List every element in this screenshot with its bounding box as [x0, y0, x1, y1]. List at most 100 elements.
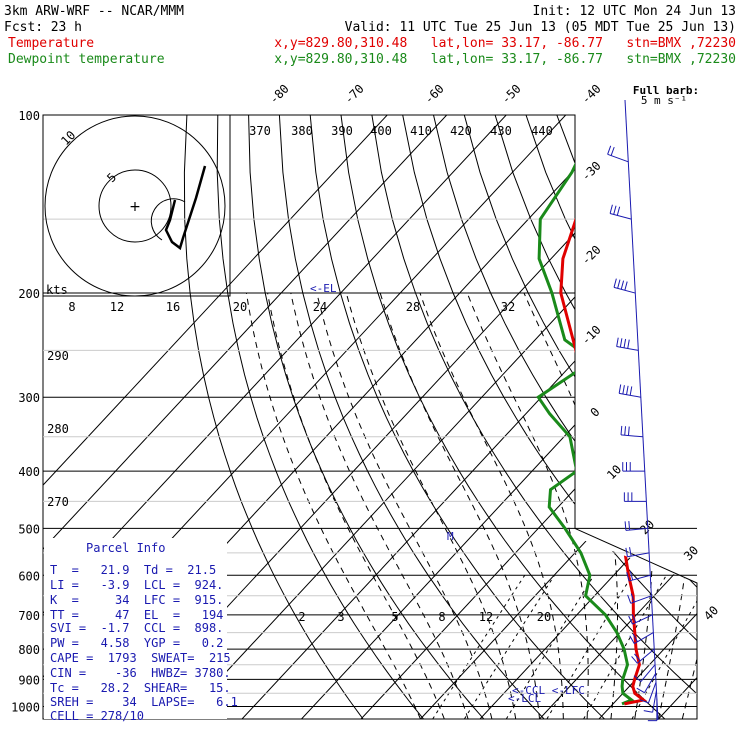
pressure-tick-label: 100 — [18, 109, 40, 123]
wind-barb — [624, 521, 648, 531]
wind-barb-staff — [620, 434, 643, 438]
isotherm-label: -70 — [342, 82, 367, 107]
parcel-info-row: LI = -3.9 LCL = 924. — [50, 578, 223, 592]
wind-barb-flag — [609, 204, 613, 214]
dry-adiabat — [587, 115, 697, 719]
speed-tick: 32 — [501, 300, 515, 314]
wind-barb — [626, 571, 651, 582]
wind-barb — [607, 145, 629, 163]
mixing-ratio-label: 12 — [479, 610, 493, 624]
wind-barb-staff — [640, 664, 656, 682]
mixing-ratio-label: 8 — [438, 610, 445, 624]
wind-barb-flag — [616, 206, 621, 216]
speed-tick: 28 — [406, 300, 420, 314]
temperature-legend-label: Temperature — [8, 36, 94, 51]
moist-adiabat — [345, 292, 517, 719]
plot-frame — [42, 114, 698, 720]
theta-label: 410 — [410, 124, 432, 138]
wind-barb-flag — [639, 699, 649, 704]
mixing-ratio-line — [463, 575, 555, 719]
wind-barb-flag — [626, 385, 629, 395]
parcel-info-row: CIN = -36 HWBZ= 3780. — [50, 666, 231, 680]
isotherm-line — [43, 115, 507, 719]
hodograph-speed-axis: 8 12 16 20 24 28 32 — [68, 300, 515, 314]
wind-barb-flag — [613, 205, 617, 215]
moist-adiabat — [267, 292, 445, 719]
isotherm-label: 40 — [701, 603, 721, 623]
wind-barb — [620, 425, 643, 438]
moist-adiabats — [245, 292, 697, 719]
wind-barb-flag — [620, 425, 623, 435]
parcel-info-box: Parcel Info T = 21.9 Td = 21.5 LI = -3.9… — [44, 538, 238, 723]
barb-staff-line — [624, 99, 659, 721]
wind-barb-flag — [631, 656, 638, 664]
dry-adiabat — [278, 115, 545, 719]
wind-barb — [622, 462, 645, 472]
wind-barb-flag — [632, 633, 638, 642]
wind-barb-flag — [634, 653, 641, 662]
forecast-label: Fcst: — [4, 20, 43, 35]
mixing-ratio-label: 2 — [298, 610, 305, 624]
wind-barb-staff — [644, 673, 656, 693]
dewpoint-profile — [536, 115, 635, 706]
isotherm-line — [241, 115, 697, 719]
wind-barb-staff — [652, 690, 657, 713]
parcel-info-title: Parcel Info — [86, 541, 165, 555]
theta-label: 380 — [291, 124, 313, 138]
parcel-info-row: SVI = -1.7 CCL = 898. — [50, 621, 223, 635]
parcel-info-row: CELL = 278/10 — [50, 709, 144, 723]
wind-barb — [627, 593, 652, 604]
mixing-ratio-label: 20 — [537, 610, 551, 624]
wind-barb — [629, 632, 654, 645]
pressure-tick-label: 600 — [18, 569, 40, 583]
theta-label: 440 — [531, 124, 553, 138]
isotherm-line — [658, 115, 697, 719]
pressure-tick-label: 800 — [18, 643, 40, 657]
isotherm-line — [43, 115, 448, 719]
wind-barb-flag — [627, 339, 630, 349]
wind-barb — [636, 673, 656, 694]
moist-adiabat — [316, 292, 493, 719]
wind-barb-flag — [629, 571, 634, 581]
wind-barb — [618, 384, 641, 398]
model-title: 3km ARW-WRF -- NCAR/MMM — [4, 4, 184, 19]
temperature-legend-info: x,y=829.80,310.48 lat,lon= 33.17, -86.77… — [274, 36, 736, 51]
isotherm-line — [539, 115, 697, 719]
wind-barb — [633, 664, 656, 682]
dry-adiabat — [711, 115, 740, 719]
wind-barb-flag — [620, 280, 625, 290]
parcel-info-row: CAPE = 1793 SWEAT= 215 — [50, 651, 231, 665]
wind-barb-flag — [622, 385, 625, 395]
theta-label: 390 — [331, 124, 353, 138]
isotherm-label: 10 — [604, 462, 624, 482]
wind-barb-staff — [647, 682, 657, 704]
isotherm-line — [420, 115, 697, 719]
theta-left-label: 280 — [47, 422, 69, 436]
wind-barb — [616, 337, 639, 351]
hodograph-origin-marker: + — [129, 199, 141, 215]
wind-barb-flag — [627, 594, 632, 604]
isotherm-label: -80 — [267, 82, 292, 107]
barb-key-units: 5 m s⁻¹ — [641, 94, 687, 107]
dry-adiabat — [309, 115, 605, 719]
wind-barb-flag — [624, 521, 627, 531]
dry-adiabat — [216, 115, 424, 719]
hodograph-ring-label: 10 — [58, 128, 78, 148]
wind-barb — [613, 278, 636, 294]
theta-label: 420 — [450, 124, 472, 138]
wind-barb-flag — [629, 547, 632, 557]
dewpoint-legend-label: Dewpoint temperature — [8, 52, 165, 67]
moist-adiabat — [658, 292, 696, 719]
moist-adiabat — [681, 292, 697, 719]
wind-barb — [625, 547, 650, 558]
wind-barb-flag — [631, 614, 637, 623]
wind-barb-flag — [624, 281, 628, 291]
isotherm-line — [479, 115, 697, 719]
theta-label: 400 — [370, 124, 392, 138]
isotherm-label: 30 — [681, 543, 701, 563]
pressure-tick-label: 400 — [18, 465, 40, 479]
mixing-ratio-label: 3 — [337, 610, 344, 624]
hodograph-ring-label: 5 — [104, 170, 119, 185]
wind-barb-flag — [636, 687, 645, 694]
